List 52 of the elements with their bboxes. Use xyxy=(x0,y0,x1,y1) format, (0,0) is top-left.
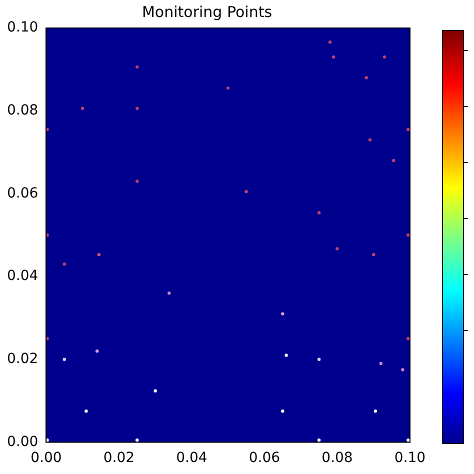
chart-title: Monitoring Points xyxy=(142,2,272,21)
point xyxy=(372,252,376,256)
point xyxy=(281,312,284,316)
point xyxy=(136,65,139,69)
point xyxy=(136,106,139,110)
point xyxy=(281,410,284,413)
x-tick-label: 0.00 xyxy=(30,450,62,466)
point xyxy=(317,438,321,442)
x-tick-label: 0.04 xyxy=(176,450,208,466)
point xyxy=(328,40,332,44)
point xyxy=(154,389,157,392)
point xyxy=(374,410,378,413)
x-tick-label: 0.10 xyxy=(394,450,426,466)
point xyxy=(46,337,49,340)
point xyxy=(46,128,49,132)
point xyxy=(406,234,410,237)
point xyxy=(406,438,410,442)
point xyxy=(244,190,248,194)
point xyxy=(332,55,336,59)
y-tick-label: 0.02 xyxy=(7,351,38,367)
point xyxy=(46,234,49,237)
point xyxy=(84,410,88,413)
point xyxy=(284,354,288,357)
x-tick-label: 0.06 xyxy=(248,450,280,466)
point xyxy=(317,358,321,361)
point xyxy=(46,438,49,442)
point xyxy=(97,252,101,256)
x-tick-label: 0.02 xyxy=(103,450,135,466)
point xyxy=(136,180,139,183)
point xyxy=(226,86,230,90)
y-tick-label: 0.00 xyxy=(7,434,38,450)
point xyxy=(406,337,410,340)
point xyxy=(62,358,66,361)
point xyxy=(62,262,66,266)
point xyxy=(336,247,339,250)
point xyxy=(392,158,396,162)
point xyxy=(401,368,404,372)
point xyxy=(317,211,321,214)
point xyxy=(406,128,410,132)
y-tick-label: 0.08 xyxy=(7,102,38,118)
point xyxy=(136,438,139,442)
y-tick-label: 0.10 xyxy=(7,20,38,36)
point xyxy=(368,138,372,142)
point xyxy=(364,76,368,80)
x-tick-label: 0.08 xyxy=(322,450,353,466)
y-tick-label: 0.06 xyxy=(7,185,38,202)
point xyxy=(168,291,171,295)
point xyxy=(96,349,99,353)
y-tick-label: 0.04 xyxy=(7,268,38,284)
point xyxy=(379,362,382,366)
point xyxy=(382,55,386,59)
point xyxy=(80,106,84,110)
